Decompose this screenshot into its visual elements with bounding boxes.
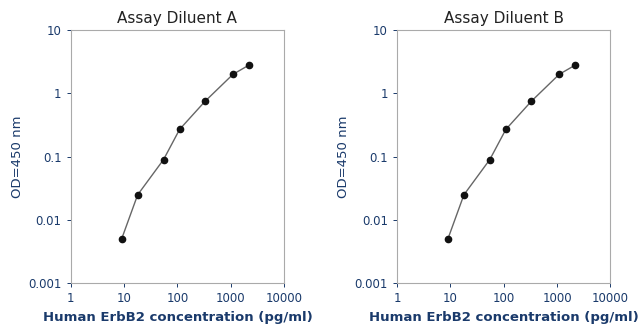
Title: Assay Diluent A: Assay Diluent A [118, 11, 237, 26]
Y-axis label: OD=450 nm: OD=450 nm [11, 116, 24, 198]
X-axis label: Human ErbB2 concentration (pg/ml): Human ErbB2 concentration (pg/ml) [42, 311, 312, 324]
X-axis label: Human ErbB2 concentration (pg/ml): Human ErbB2 concentration (pg/ml) [369, 311, 639, 324]
Title: Assay Diluent B: Assay Diluent B [444, 11, 564, 26]
Y-axis label: OD=450 nm: OD=450 nm [337, 116, 350, 198]
